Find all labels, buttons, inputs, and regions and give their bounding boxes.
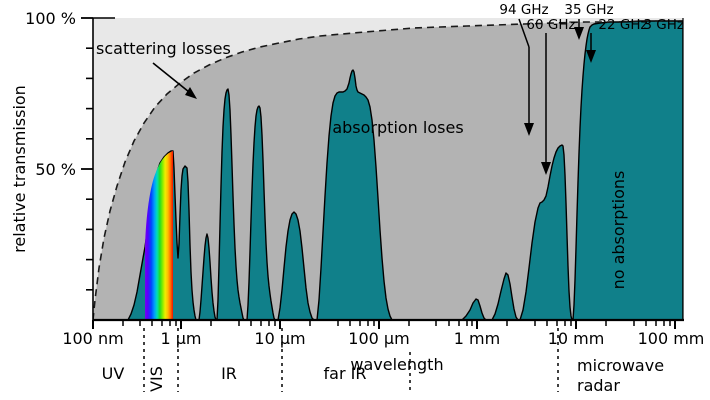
- annotation-94ghz-label: 94 GHz: [499, 2, 548, 18]
- band-label-radar: radar: [577, 376, 620, 395]
- leader-94ghz-diagonal: [518, 18, 530, 48]
- annotation-22ghz-label: 22 GHz: [598, 17, 647, 33]
- annotation-60ghz-label: 60 GHz: [526, 17, 575, 33]
- y-axis-minor-ticks: [86, 47, 93, 291]
- x-axis-title: wavelength: [350, 355, 443, 374]
- annotation-leaders: [518, 18, 592, 166]
- annotation-arrowheads: [524, 27, 596, 175]
- x-tick-label-10mm: 10 mm: [548, 329, 605, 348]
- x-axis-major-ticks: [92, 320, 676, 329]
- annotation-35ghz-label: 35 GHz: [564, 2, 613, 18]
- absorption-loses-label: absorption loses: [332, 118, 463, 137]
- band-label-microwave: microwave: [577, 356, 664, 375]
- y-tick-label-50: 50 %: [35, 160, 76, 179]
- y-axis-title: relative transmission: [10, 85, 29, 253]
- scattering-envelope-curve: [93, 20, 683, 320]
- x-tick-label-1um: 1 µm: [160, 329, 201, 348]
- band-label-uv: UV: [102, 364, 125, 383]
- y-tick-label-100: 100 %: [25, 9, 76, 28]
- x-tick-label-1mm: 1 mm: [454, 329, 500, 348]
- x-tick-label-100mm: 100 mm: [638, 329, 705, 348]
- annotation-3ghz-label: 3 GHz: [643, 17, 684, 33]
- transmission-curve-group: [93, 20, 683, 320]
- scattering-losses-arrow: [152, 62, 197, 99]
- scattering-losses-label: scattering losses: [96, 39, 231, 58]
- y-axis-major-ticks: [81, 17, 93, 170]
- band-label-ir: IR: [221, 364, 237, 383]
- band-label-far-ir: far IR: [324, 364, 367, 383]
- arrowhead-94ghz: [524, 123, 534, 136]
- x-axis-minor-ticks: [122, 320, 671, 326]
- x-tick-label-100nm: 100 nm: [62, 329, 123, 348]
- arrowhead-22ghz: [586, 50, 596, 63]
- band-label-vis: VIS: [147, 366, 166, 392]
- no-absorptions-label: no absorptions: [609, 171, 628, 290]
- transmission-area: [93, 20, 683, 320]
- arrowhead-35ghz: [574, 27, 584, 40]
- x-tick-label-10um: 10 µm: [254, 329, 305, 348]
- x-tick-label-100um: 100 µm: [348, 329, 409, 348]
- arrowhead-60ghz: [541, 162, 551, 175]
